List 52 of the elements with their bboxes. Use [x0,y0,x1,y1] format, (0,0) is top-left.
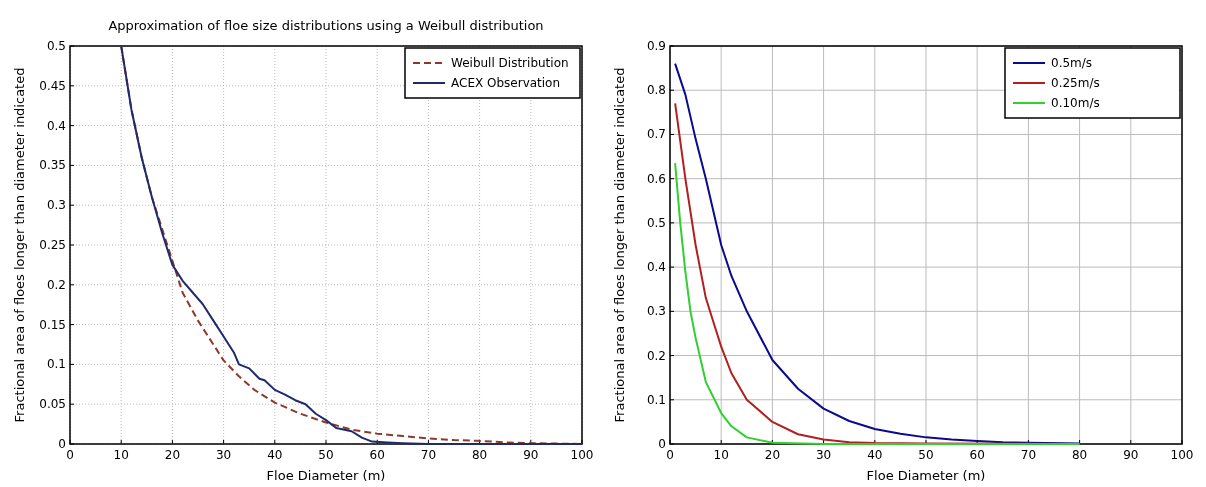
x-tick-label: 100 [570,448,594,462]
y-tick-label: 0.3 [646,304,666,319]
line-series [674,162,1081,445]
y-tick-label: 0.2 [46,277,66,292]
legend-label: 0.25m/s [1051,76,1100,90]
x-tick-label: 40 [867,448,883,462]
x-tick-label: 60 [369,448,385,462]
x-tick-label: 80 [471,448,488,462]
x-tick-label: 40 [267,448,283,462]
x-tick-label: 20 [164,448,181,462]
legend-label: 0.5m/s [1051,56,1093,70]
y-tick-label: 0.2 [646,348,666,363]
y-tick-label: 0.5 [646,215,666,230]
y-tick-label: 0.6 [646,171,666,186]
y-tick-label: 0.35 [39,158,66,173]
x-tick-label: 90 [523,448,539,462]
y-tick-label: 0.4 [46,118,66,133]
y-tick-label: 0.9 [646,39,666,53]
y-tick-label: 0.25 [39,238,66,252]
y-tick-label: 0.15 [39,317,66,332]
y-tick-label: 0 [58,437,66,451]
x-axis-title: Floe Diameter (m) [266,468,386,483]
x-tick-label: 10 [713,448,729,462]
x-tick-label: 50 [318,448,334,462]
x-tick-label: 10 [113,448,129,462]
x-tick-label: 50 [918,448,934,462]
y-tick-label: 0.8 [646,83,666,98]
y-tick-label: 0.5 [46,39,66,53]
y-axis-title: Fractional area of floes longer than diameter indicated [612,67,627,423]
y-tick-label: 0.7 [646,127,666,142]
y-tick-label: 0 [658,437,666,451]
x-tick-label: 20 [764,448,781,462]
x-tick-label: 60 [969,448,985,462]
legend-label: Weibull Distribution [451,56,569,70]
x-tick-label: 70 [420,448,437,462]
y-tick-label: 0.1 [46,357,66,372]
chart-title: Approximation of floe size distributions using a Weibull distribution [108,18,544,33]
y-tick-label: 0.4 [646,260,666,275]
y-axis-title: Fractional area of floes longer than diameter indicated [12,67,27,423]
y-tick-label: 0.1 [646,392,666,407]
x-tick-label: 70 [1020,448,1037,462]
legend-label: 0.10m/s [1051,96,1100,110]
x-tick-label: 100 [1170,448,1194,462]
x-tick-label: 30 [815,448,832,462]
x-axis-title: Floe Diameter (m) [866,468,986,483]
x-tick-label: 90 [1123,448,1139,462]
legend-label: ACEX Observation [451,76,561,90]
y-tick-label: 0.45 [39,78,66,93]
x-tick-label: 30 [215,448,232,462]
y-tick-label: 0.3 [46,198,66,213]
x-tick-label: 80 [1071,448,1088,462]
y-tick-label: 0.05 [39,397,66,412]
